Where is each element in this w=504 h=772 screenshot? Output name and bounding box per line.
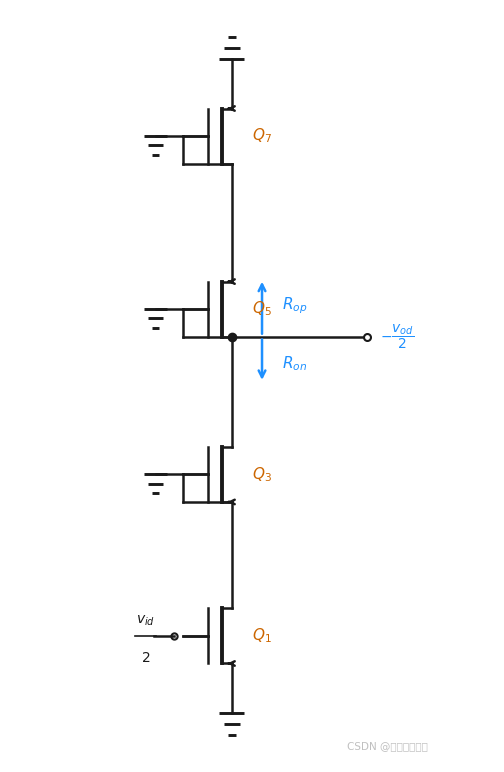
Text: CSDN @爱寂寥的时光: CSDN @爱寂寥的时光: [347, 741, 427, 751]
Text: $Q_1$: $Q_1$: [252, 627, 272, 645]
Text: $R_{op}$: $R_{op}$: [282, 296, 307, 316]
Text: $v_{id}$: $v_{id}$: [136, 614, 155, 628]
Text: $Q_5$: $Q_5$: [252, 300, 272, 318]
Text: $R_{on}$: $R_{on}$: [282, 354, 307, 373]
Text: $Q_3$: $Q_3$: [252, 465, 272, 484]
Text: $2$: $2$: [141, 652, 150, 665]
Text: $-\dfrac{v_{od}}{2}$: $-\dfrac{v_{od}}{2}$: [380, 322, 414, 351]
Text: $Q_7$: $Q_7$: [252, 127, 272, 145]
